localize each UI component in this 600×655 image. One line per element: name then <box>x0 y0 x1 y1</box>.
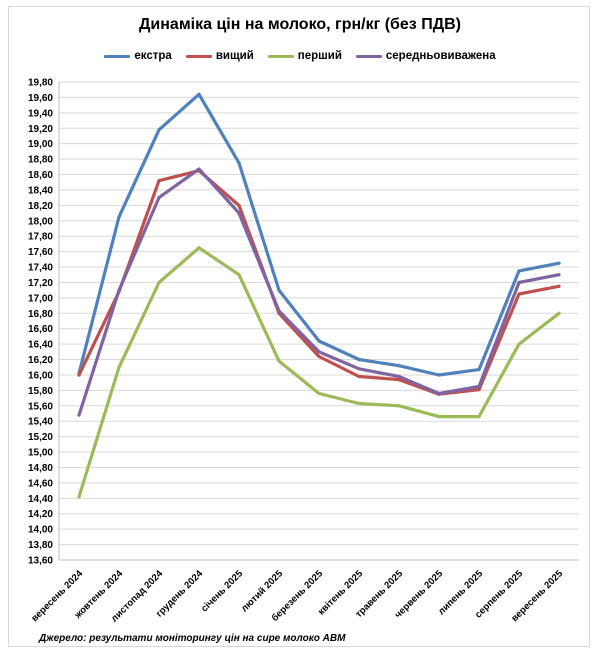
y-tick-label: 15,80 <box>28 386 53 397</box>
y-tick-label: 16,20 <box>28 355 53 366</box>
data-point-середньовиважена <box>357 367 361 371</box>
data-point-екстра <box>477 367 481 372</box>
data-point-екстра <box>157 128 161 132</box>
y-tick-label: 19,20 <box>28 124 53 135</box>
data-point-перший <box>117 365 121 369</box>
data-point-вищий <box>357 374 361 379</box>
legend-swatch <box>355 54 382 58</box>
data-point-перший <box>557 311 561 315</box>
data-point-перший <box>77 495 81 499</box>
data-point-перший <box>157 280 161 285</box>
legend-label: екстра <box>134 50 172 62</box>
y-tick-label: 15,20 <box>28 432 53 443</box>
data-point-середньовиважена <box>277 309 281 313</box>
data-point-вищий <box>557 284 561 288</box>
legend-entry: середньовиважена <box>355 50 496 62</box>
legend-entry: вищий <box>185 50 254 62</box>
y-tick-label: 15,00 <box>28 448 53 459</box>
data-point-середньовиважена <box>237 211 241 215</box>
data-point-вищий <box>237 203 241 207</box>
data-point-екстра <box>317 339 321 343</box>
data-point-середньовиважена <box>117 288 121 292</box>
data-point-перший <box>197 246 201 250</box>
y-tick-label: 18,00 <box>28 216 53 227</box>
data-point-екстра <box>237 161 241 165</box>
y-tick-label: 14,00 <box>28 525 53 536</box>
y-tick-label: 14,60 <box>28 478 53 489</box>
y-tick-label: 16,00 <box>28 370 53 381</box>
y-tick-label: 17,20 <box>28 278 53 289</box>
data-point-вищий <box>397 377 401 382</box>
data-point-екстра <box>357 357 361 362</box>
data-point-перший <box>477 415 481 419</box>
data-point-середньовиважена <box>517 280 521 285</box>
y-tick-label: 13,80 <box>28 540 53 551</box>
y-tick-label: 16,80 <box>28 309 53 320</box>
y-tick-label: 18,40 <box>28 185 53 196</box>
y-tick-label: 17,40 <box>28 263 53 274</box>
data-point-екстра <box>117 215 121 219</box>
y-tick-label: 15,60 <box>28 401 53 412</box>
chart-title: Динаміка цін на молоко, грн/кг (без ПДВ) <box>139 16 461 33</box>
data-point-середньовиважена <box>397 374 401 379</box>
data-point-середньовиважена <box>157 196 161 200</box>
data-point-перший <box>237 273 241 277</box>
data-point-вищий <box>477 388 481 392</box>
data-point-екстра <box>557 261 561 265</box>
legend-swatch <box>185 54 212 58</box>
data-point-вищий <box>517 292 521 296</box>
y-tick-label: 19,60 <box>28 93 53 104</box>
legend-swatch <box>104 54 131 58</box>
legend-entry: екстра <box>104 50 172 62</box>
data-point-перший <box>317 391 321 396</box>
data-point-перший <box>357 401 361 406</box>
y-tick-label: 16,60 <box>28 324 53 335</box>
data-point-вищий <box>77 373 81 377</box>
y-tick-label: 14,40 <box>28 494 53 505</box>
data-point-екстра <box>277 288 281 292</box>
data-point-середньовиважена <box>437 391 441 396</box>
legend-label: середньовиважена <box>385 50 496 62</box>
data-point-екстра <box>197 92 201 96</box>
data-point-екстра <box>397 364 401 368</box>
y-tick-label: 17,80 <box>28 232 53 243</box>
legend-entry: перший <box>267 50 342 62</box>
data-point-вищий <box>317 354 321 359</box>
y-tick-label: 18,60 <box>28 170 53 181</box>
data-point-перший <box>397 404 401 408</box>
legend: екстра вищий перший середньовиважена <box>9 50 591 62</box>
legend-label: перший <box>297 50 342 62</box>
y-tick-label: 18,20 <box>28 201 53 212</box>
y-tick-label: 15,40 <box>28 417 53 428</box>
data-point-середньовиважена <box>77 413 81 417</box>
y-tick-label: 13,60 <box>28 556 53 567</box>
data-point-середньовиважена <box>317 350 321 354</box>
data-point-середньовиважена <box>197 167 201 171</box>
y-tick-label: 19,00 <box>28 139 53 150</box>
legend-label: вищий <box>215 50 254 62</box>
y-tick-label: 17,60 <box>28 247 53 258</box>
y-tick-label: 16,40 <box>28 340 53 351</box>
data-point-перший <box>517 342 521 346</box>
y-tick-label: 19,40 <box>28 108 53 119</box>
chart-frame: Динаміка цін на молоко, грн/кг (без ПДВ)… <box>8 6 590 647</box>
source-note: Джерело: результати моніторингу цін на с… <box>39 633 346 644</box>
data-point-перший <box>277 359 281 363</box>
data-point-екстра <box>517 269 521 273</box>
y-tick-label: 18,80 <box>28 155 53 166</box>
data-point-середньовиважена <box>477 384 481 389</box>
y-tick-label: 19,80 <box>28 78 53 89</box>
y-tick-label: 14,20 <box>28 509 53 520</box>
legend-swatch <box>267 54 294 58</box>
series-line-екстра <box>77 92 561 377</box>
y-tick-label: 14,80 <box>28 463 53 474</box>
plot-area: 13,60 13,80 14,00 14,20 14,40 14,60 14,80 15,00… <box>28 78 579 624</box>
data-point-вищий <box>157 179 161 183</box>
data-point-середньовиважена <box>557 273 561 277</box>
y-tick-label: 17,00 <box>28 293 53 304</box>
data-point-перший <box>437 415 441 419</box>
data-point-екстра <box>437 373 441 377</box>
